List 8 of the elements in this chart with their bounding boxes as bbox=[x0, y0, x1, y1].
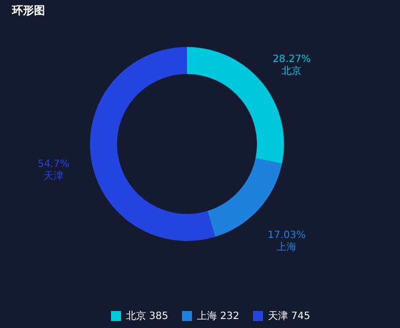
legend-label: 上海 232 bbox=[197, 310, 240, 322]
donut-slice bbox=[90, 47, 216, 241]
data-label: 54.7% 天津 bbox=[38, 158, 70, 182]
data-label: 17.03% 上海 bbox=[268, 230, 306, 254]
legend-label: 天津 745 bbox=[268, 310, 310, 322]
chart-title: 环形图 bbox=[11, 4, 45, 17]
data-label: 28.27% 北京 bbox=[272, 54, 311, 77]
legend-label: 北京 385 bbox=[126, 310, 168, 322]
